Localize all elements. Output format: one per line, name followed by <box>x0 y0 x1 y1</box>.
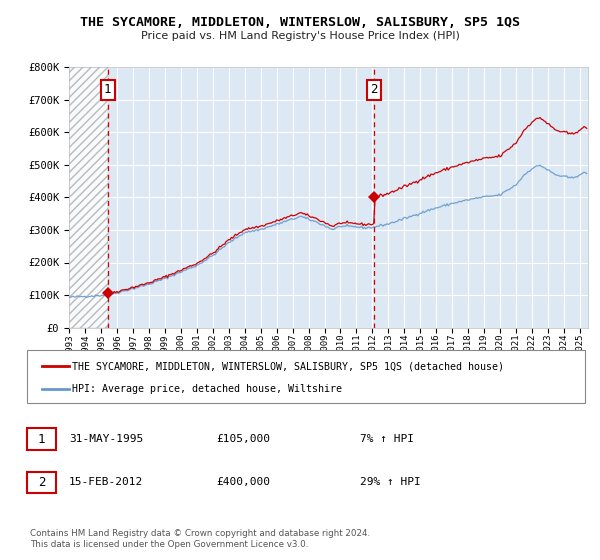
Text: 1: 1 <box>104 83 112 96</box>
Text: 2: 2 <box>371 83 378 96</box>
Text: Price paid vs. HM Land Registry's House Price Index (HPI): Price paid vs. HM Land Registry's House … <box>140 31 460 41</box>
Text: THE SYCAMORE, MIDDLETON, WINTERSLOW, SALISBURY, SP5 1QS: THE SYCAMORE, MIDDLETON, WINTERSLOW, SAL… <box>80 16 520 29</box>
Text: THE SYCAMORE, MIDDLETON, WINTERSLOW, SALISBURY, SP5 1QS (detached house): THE SYCAMORE, MIDDLETON, WINTERSLOW, SAL… <box>72 361 504 371</box>
Text: 1: 1 <box>38 432 45 446</box>
Text: 31-MAY-1995: 31-MAY-1995 <box>69 434 143 444</box>
Text: £400,000: £400,000 <box>216 477 270 487</box>
Text: 7% ↑ HPI: 7% ↑ HPI <box>360 434 414 444</box>
Text: HPI: Average price, detached house, Wiltshire: HPI: Average price, detached house, Wilt… <box>72 384 342 394</box>
Text: 29% ↑ HPI: 29% ↑ HPI <box>360 477 421 487</box>
Text: £105,000: £105,000 <box>216 434 270 444</box>
Text: 2: 2 <box>38 475 45 489</box>
Text: Contains HM Land Registry data © Crown copyright and database right 2024.
This d: Contains HM Land Registry data © Crown c… <box>30 529 370 549</box>
Text: 15-FEB-2012: 15-FEB-2012 <box>69 477 143 487</box>
